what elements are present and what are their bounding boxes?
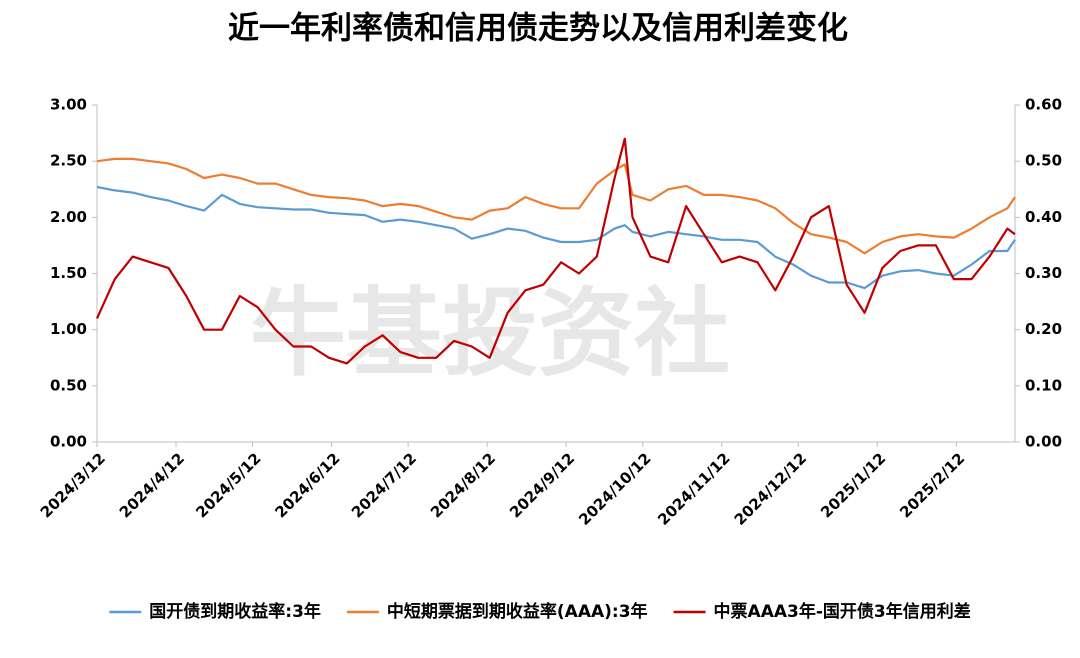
legend: 国开债到期收益率:3年 中短期票据到期收益率(AAA):3年 中票AAA3年-国开债… — [109, 601, 971, 622]
legend-label: 中短期票据到期收益率(AAA):3年 — [387, 601, 648, 622]
x-tick-label: 2024/6/12 — [271, 449, 343, 521]
y2-tick-label: 0.30 — [1025, 264, 1062, 282]
series-line — [96, 157, 1016, 255]
y2-tick-label: 0.50 — [1025, 152, 1062, 170]
x-tick-label: 2024/8/12 — [427, 449, 499, 521]
series-line — [96, 185, 1016, 290]
series-line — [95, 137, 1016, 365]
x-tick-label: 2024/7/12 — [348, 449, 420, 521]
x-tick-label: 2024/3/12 — [37, 449, 109, 521]
x-tick-label: 2024/12/12 — [731, 449, 811, 529]
x-tick-label: 2024/11/12 — [654, 449, 734, 529]
y-tick-label: 0.50 — [50, 376, 87, 394]
chart-title: 近一年利率债和信用债走势以及信用利差变化 — [228, 11, 848, 47]
watermark: 牛基投资社 — [250, 277, 730, 389]
legend-label: 国开债到期收益率:3年 — [149, 601, 321, 622]
y-tick-label: 0.00 — [50, 433, 87, 451]
y2-tick-label: 0.40 — [1025, 208, 1062, 226]
x-tick-label: 2024/9/12 — [506, 449, 578, 521]
x-tick-label: 2025/2/12 — [896, 449, 968, 521]
y-tick-label: 2.00 — [50, 208, 87, 226]
x-tick-label: 2024/10/12 — [575, 449, 655, 529]
y-tick-label: 1.50 — [50, 264, 87, 282]
y-tick-label: 1.00 — [50, 320, 87, 338]
y2-tick-label: 0.60 — [1025, 96, 1062, 114]
x-tick-label: 2025/1/12 — [817, 449, 889, 521]
y2-tick-label: 0.10 — [1025, 376, 1062, 394]
x-tick-label: 2024/4/12 — [116, 449, 188, 521]
y-tick-label: 3.00 — [50, 96, 87, 114]
x-tick-label: 2024/5/12 — [192, 449, 264, 521]
y-tick-label: 2.50 — [50, 152, 87, 170]
legend-label: 中票AAA3年-国开债3年信用利差 — [714, 601, 971, 622]
y2-tick-label: 0.00 — [1025, 433, 1062, 451]
y2-tick-label: 0.20 — [1025, 320, 1062, 338]
